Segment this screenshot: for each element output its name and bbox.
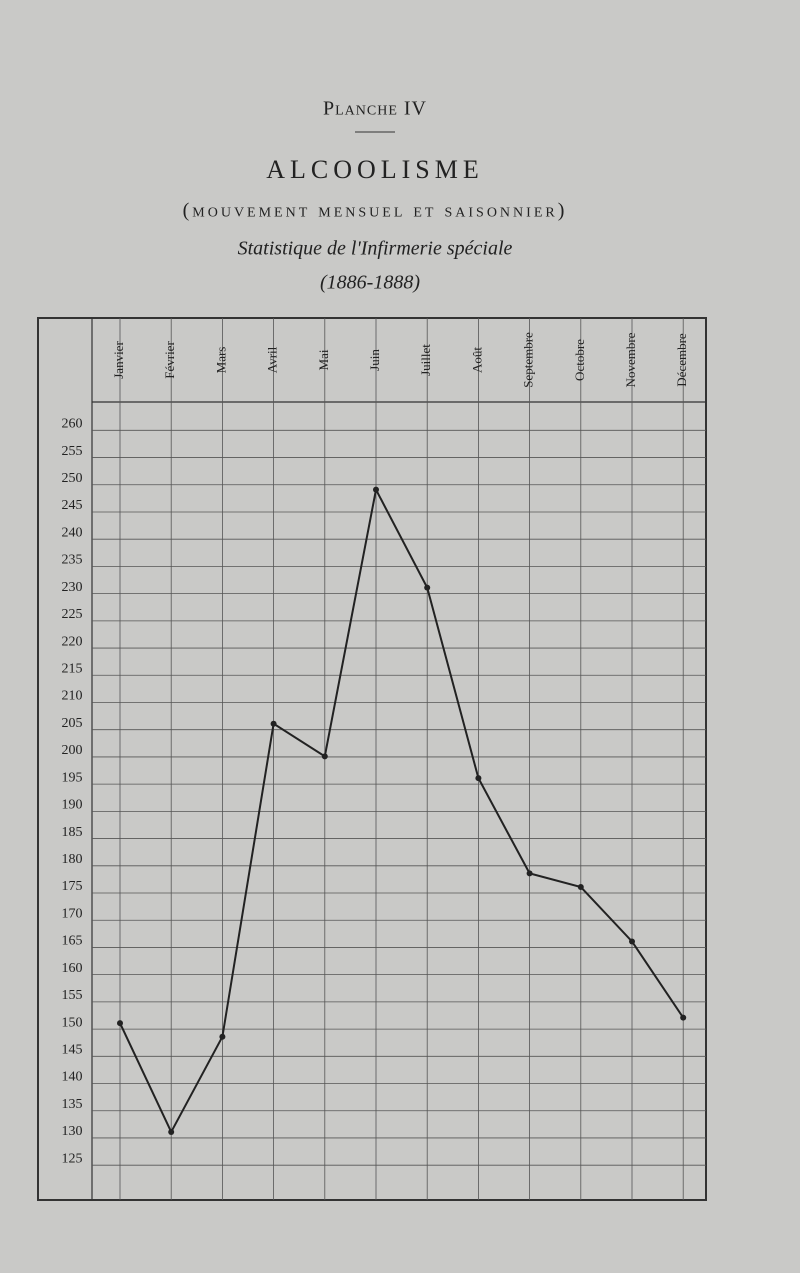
x-tick-label: Janvier: [111, 341, 126, 379]
x-tick-label: Mars: [213, 347, 228, 374]
data-point: [219, 1033, 226, 1040]
y-tick-label: 255: [62, 444, 83, 459]
y-tick-label: 195: [62, 770, 83, 785]
y-tick-label: 200: [62, 743, 83, 758]
data-point: [270, 720, 277, 727]
y-tick-label: 235: [62, 553, 83, 568]
y-tick-label: 190: [62, 798, 83, 813]
y-tick-label: 150: [62, 1015, 83, 1030]
chart-title: ALCOOLISME: [266, 155, 484, 184]
data-point: [680, 1014, 687, 1021]
data-point: [424, 584, 431, 591]
y-tick-label: 225: [62, 607, 83, 622]
data-point: [629, 938, 635, 945]
caption: Statistique de l'Infirmerie spéciale: [238, 238, 513, 260]
data-point: [117, 1020, 123, 1027]
y-tick-label: 240: [62, 525, 83, 540]
chart-subtitle: (mouvement mensuel et saisonnier): [183, 200, 568, 222]
period: (1886-1888): [320, 272, 420, 294]
x-tick-label: Juillet: [418, 344, 433, 376]
frame: [37, 317, 707, 1201]
y-tick-label: 230: [62, 580, 83, 595]
data-line: [119, 486, 685, 1135]
y-tick-label: 220: [62, 634, 83, 649]
x-tick-label: Février: [162, 341, 177, 379]
y-tick-label: 170: [62, 906, 83, 921]
data-point: [373, 486, 379, 493]
x-tick-label: Novembre: [623, 332, 638, 387]
y-tick-label: 185: [62, 825, 83, 840]
y-tick-label: 180: [62, 852, 83, 867]
y-tick-label: 135: [62, 1097, 83, 1112]
y-tick-label: 210: [62, 689, 83, 704]
y-tick-label: 160: [62, 961, 83, 976]
plate-number: Planche IV: [323, 98, 427, 120]
y-tick-label: 175: [62, 879, 83, 894]
x-tick-label: Septembre: [521, 332, 536, 388]
data-point: [526, 870, 533, 877]
x-tick-label: Juin: [367, 349, 382, 371]
y-tick-label: 250: [62, 471, 83, 486]
x-tick-label: Avril: [265, 346, 280, 373]
y-tick-label: 215: [62, 661, 83, 676]
y-tick-label: 205: [62, 716, 83, 731]
y-tick-label: 130: [62, 1124, 83, 1139]
x-tick-label: Octobre: [572, 339, 587, 381]
y-tick-label: 245: [62, 498, 83, 513]
y-tick-label: 260: [62, 417, 83, 432]
data-point: [321, 753, 328, 760]
data-point: [475, 775, 482, 782]
x-tick-label: Août: [469, 347, 484, 373]
y-tick-label: 145: [62, 1043, 83, 1058]
x-tick-label: Décembre: [674, 333, 689, 387]
y-tick-label: 140: [62, 1070, 83, 1085]
data-point: [168, 1128, 175, 1135]
y-tick-label: 125: [62, 1151, 83, 1166]
data-point: [577, 884, 584, 891]
x-tick-label: Mai: [316, 349, 331, 370]
y-tick-label: 165: [62, 934, 83, 949]
y-tick-label: 155: [62, 988, 83, 1003]
